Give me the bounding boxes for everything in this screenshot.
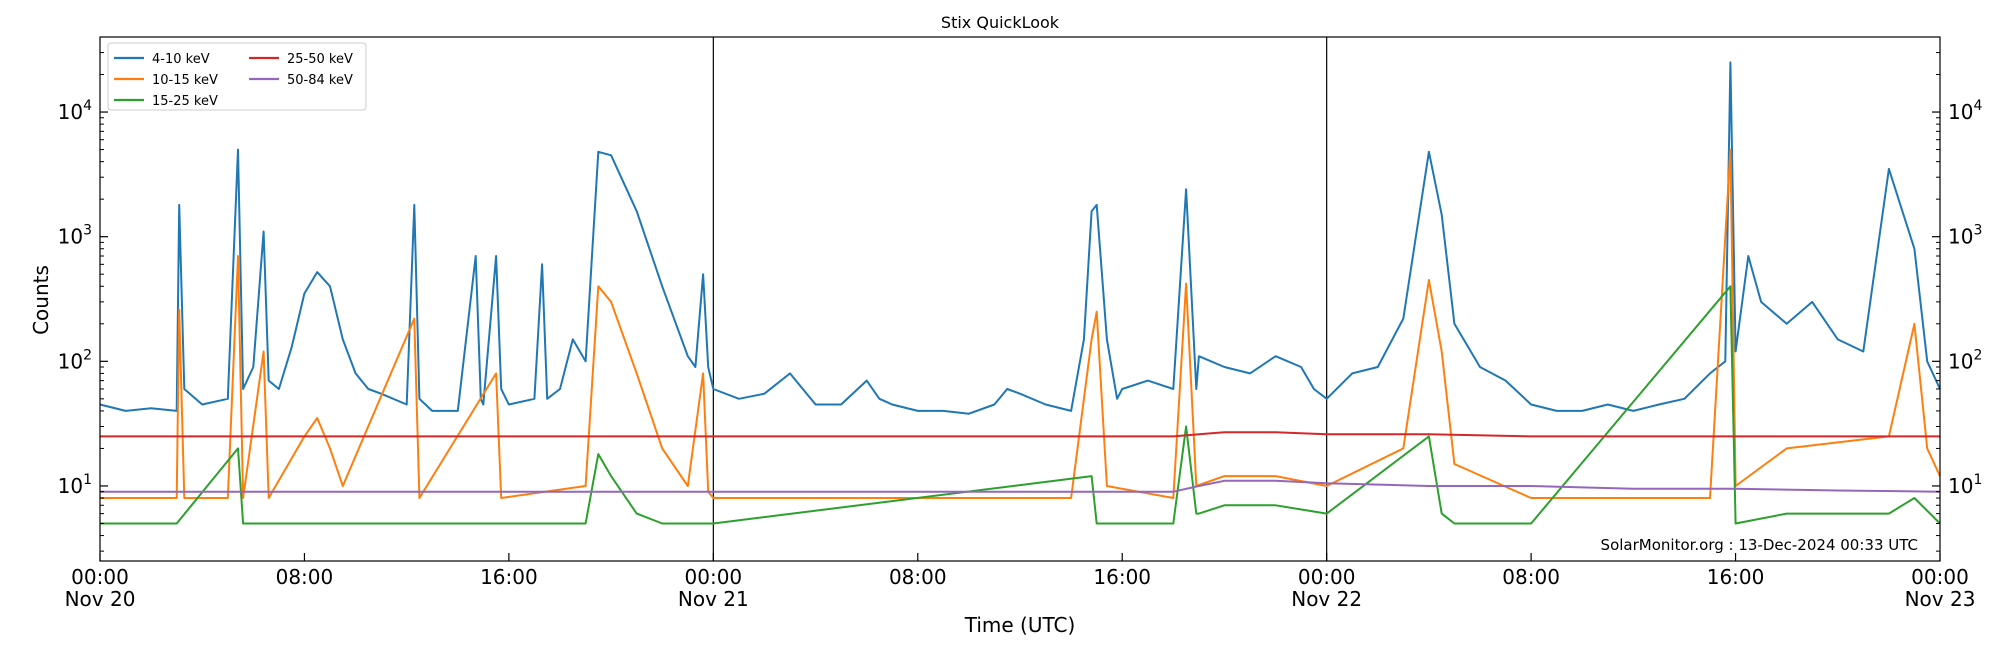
footer-credit: SolarMonitor.org : 13-Dec-2024 00:33 UTC (1601, 536, 1918, 554)
y-tick-label-right: 102 (1948, 347, 1982, 373)
x-tick-label: 00:00 (71, 565, 129, 589)
x-tick-label: 16:00 (1093, 565, 1151, 589)
legend-label: 10-15 keV (152, 73, 218, 88)
x-tick-date-label: Nov 21 (678, 587, 749, 611)
x-tick-label: 16:00 (1707, 565, 1765, 589)
y-tick-label-right: 104 (1948, 98, 1982, 124)
x-tick-date-label: Nov 23 (1905, 587, 1976, 611)
y-tick-label-left: 101 (58, 472, 92, 498)
series-line-25-50-kev (100, 431, 1940, 438)
y-axis-label: Counts (29, 265, 53, 335)
plot-frame (99, 36, 1941, 562)
x-tick-label: 08:00 (1502, 565, 1560, 589)
series-line-4-10-kev (99, 61, 1941, 415)
legend-box (107, 42, 367, 111)
y-tick-label-right: 103 (1948, 223, 1982, 249)
series-line-15-25-kev (100, 285, 1941, 525)
y-tick-label-left: 104 (58, 98, 92, 124)
series-line-10-15-kev (100, 148, 1941, 499)
x-tick-label: 08:00 (276, 565, 334, 589)
y-tick-label-left: 102 (58, 347, 92, 373)
x-tick-label: 00:00 (685, 565, 743, 589)
legend-label: 4-10 keV (152, 52, 210, 67)
x-tick-label: 16:00 (480, 565, 538, 589)
legend-label: 15-25 keV (152, 94, 218, 109)
legend-label: 25-50 keV (287, 52, 353, 67)
y-tick-label-left: 103 (58, 223, 92, 249)
x-axis-label: Time (UTC) (964, 613, 1076, 637)
x-tick-date-label: Nov 22 (1291, 587, 1362, 611)
x-tick-date-label: Nov 20 (65, 587, 136, 611)
x-tick-label: 00:00 (1298, 565, 1356, 589)
legend-label: 50-84 keV (287, 73, 353, 88)
chart-title: Stix QuickLook (941, 13, 1060, 32)
plot-area (99, 37, 1941, 561)
x-tick-label: 00:00 (1911, 565, 1969, 589)
series-line-50-84-kev (100, 479, 1941, 493)
legend: 4-10 keV 10-15 keV 15-25 keV 25-50 keV 50-84… (107, 42, 367, 111)
x-tick-label: 08:00 (889, 565, 947, 589)
y-tick-label-right: 101 (1948, 472, 1982, 498)
